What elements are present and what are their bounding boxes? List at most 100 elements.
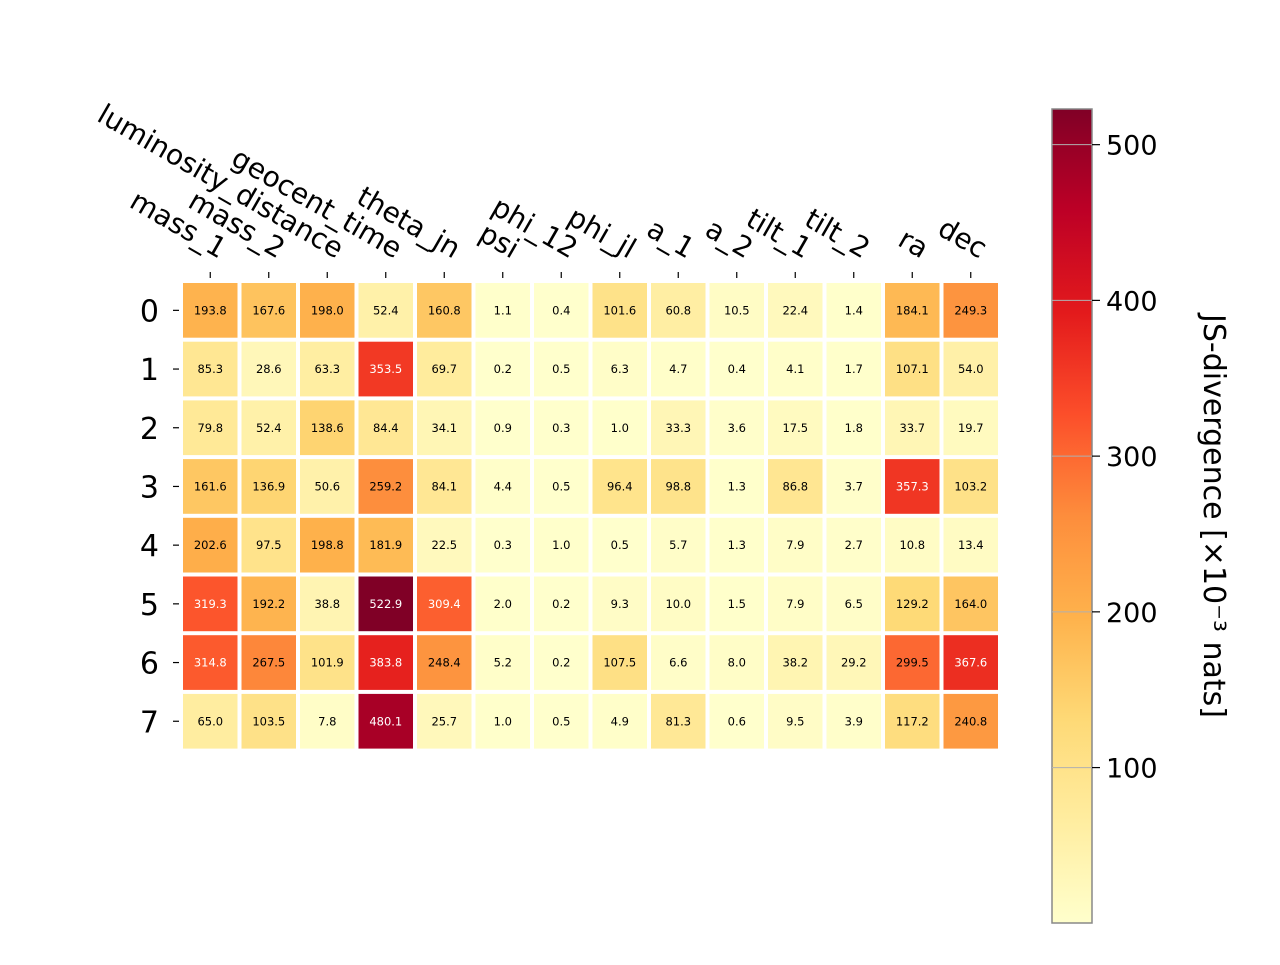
heatmap-cell <box>241 517 296 573</box>
cell-value-label: 0.4 <box>728 362 746 376</box>
cell-value-label: 136.9 <box>252 480 285 494</box>
heatmap-cell <box>300 459 355 514</box>
cell-value-label: 0.3 <box>494 538 512 552</box>
cell-value-label: 299.5 <box>896 656 929 670</box>
cell-value-label: 65.0 <box>197 714 223 728</box>
cell-value-label: 69.7 <box>431 362 457 376</box>
heatmap-cell <box>358 341 413 397</box>
heatmap-cell <box>885 283 940 338</box>
cell-value-label: 1.4 <box>845 303 863 317</box>
cell-value-label: 314.8 <box>194 656 227 670</box>
heatmap-cell <box>417 341 472 397</box>
heatmap-cell <box>358 283 413 338</box>
cell-value-label: 0.4 <box>552 303 570 317</box>
cell-value-label: 38.8 <box>314 597 340 611</box>
cell-value-label: 79.8 <box>197 421 223 435</box>
colorbar-label: JS-divergence [×10⁻³ nats] <box>1196 312 1231 718</box>
cell-value-label: 107.5 <box>603 656 636 670</box>
cell-value-label: 34.1 <box>431 421 457 435</box>
row-label: 1 <box>140 353 159 388</box>
heatmap-cell <box>417 693 472 749</box>
heatmap-cell <box>943 635 998 690</box>
heatmap-cell <box>417 576 472 632</box>
cell-value-label: 1.3 <box>728 480 746 494</box>
heatmap-cell <box>417 635 472 690</box>
cell-value-label: 1.7 <box>845 362 863 376</box>
heatmap-cell <box>943 283 998 338</box>
cell-value-label: 5.2 <box>494 656 512 670</box>
cell-value-label: 309.4 <box>428 597 461 611</box>
cell-value-label: 0.2 <box>494 362 512 376</box>
column-label: dec <box>933 211 993 265</box>
cell-value-label: 52.4 <box>256 421 282 435</box>
heatmap-cell <box>592 517 647 573</box>
heatmap-cell <box>183 400 238 456</box>
heatmap-cell <box>534 341 589 397</box>
heatmap-cell <box>241 693 296 749</box>
heatmap-cell <box>534 517 589 573</box>
cell-value-label: 6.6 <box>669 656 687 670</box>
heatmap-cell <box>885 517 940 573</box>
cell-value-label: 10.8 <box>899 538 925 552</box>
cell-value-label: 19.7 <box>958 421 984 435</box>
heatmap-cell <box>592 576 647 632</box>
cell-value-label: 0.3 <box>552 421 570 435</box>
heatmap-cell <box>417 517 472 573</box>
cell-value-label: 184.1 <box>896 303 929 317</box>
cell-value-label: 4.4 <box>494 480 512 494</box>
heatmap-cell <box>417 459 472 514</box>
heatmap-cell <box>300 517 355 573</box>
cell-value-label: 2.7 <box>845 538 863 552</box>
cell-value-label: 1.5 <box>728 597 746 611</box>
heatmap-cell <box>358 459 413 514</box>
heatmap-cell <box>943 400 998 456</box>
heatmap-cell <box>826 283 881 338</box>
row-label: 5 <box>140 588 159 623</box>
heatmap-cell <box>183 341 238 397</box>
cell-value-label: 0.6 <box>728 714 746 728</box>
heatmap-cell <box>475 576 530 632</box>
heatmap-cell <box>826 341 881 397</box>
cell-value-label: 267.5 <box>252 656 285 670</box>
colorbar-tick-label: 300 <box>1106 442 1158 473</box>
heatmap-cell <box>475 517 530 573</box>
cell-value-label: 480.1 <box>369 714 402 728</box>
cell-value-label: 29.2 <box>841 656 867 670</box>
cell-value-label: 1.0 <box>611 421 629 435</box>
cell-value-label: 9.5 <box>786 714 804 728</box>
cell-value-label: 4.7 <box>669 362 687 376</box>
heatmap-cell <box>709 576 764 632</box>
cell-value-label: 33.3 <box>665 421 691 435</box>
colorbar-tick-label: 500 <box>1106 131 1158 162</box>
heatmap-cell <box>358 517 413 573</box>
heatmap-cell <box>534 283 589 338</box>
heatmap-cell <box>534 459 589 514</box>
heatmap-cell <box>241 576 296 632</box>
cell-value-label: 0.5 <box>552 714 570 728</box>
heatmap-cell <box>768 283 823 338</box>
cell-value-label: 22.5 <box>431 538 457 552</box>
colorbar-gradient <box>1051 108 1093 924</box>
heatmap-cell <box>300 283 355 338</box>
cell-value-label: 85.3 <box>197 362 223 376</box>
heatmap-cell <box>651 576 706 632</box>
heatmap-cell <box>475 341 530 397</box>
cell-value-label: 129.2 <box>896 597 929 611</box>
cell-value-label: 86.8 <box>782 480 808 494</box>
heatmap-cell <box>592 635 647 690</box>
cell-value-label: 357.3 <box>896 480 929 494</box>
cell-value-label: 161.6 <box>194 480 227 494</box>
heatmap-cell <box>183 283 238 338</box>
cell-value-label: 84.4 <box>373 421 399 435</box>
heatmap-cell <box>241 341 296 397</box>
cell-value-label: 38.2 <box>782 656 808 670</box>
heatmap-cell <box>709 400 764 456</box>
cell-value-label: 101.9 <box>311 656 344 670</box>
cell-value-label: 259.2 <box>369 480 402 494</box>
heatmap-cell <box>358 693 413 749</box>
cell-value-label: 50.6 <box>314 480 340 494</box>
heatmap-cell <box>300 693 355 749</box>
row-label: 2 <box>140 412 159 447</box>
column-axis: mass_1mass_2luminosity_distancegeocent_t… <box>92 97 993 278</box>
colorbar: 100 200 300 400 500 JS-divergence [×10⁻³ nat… <box>1051 108 1231 924</box>
